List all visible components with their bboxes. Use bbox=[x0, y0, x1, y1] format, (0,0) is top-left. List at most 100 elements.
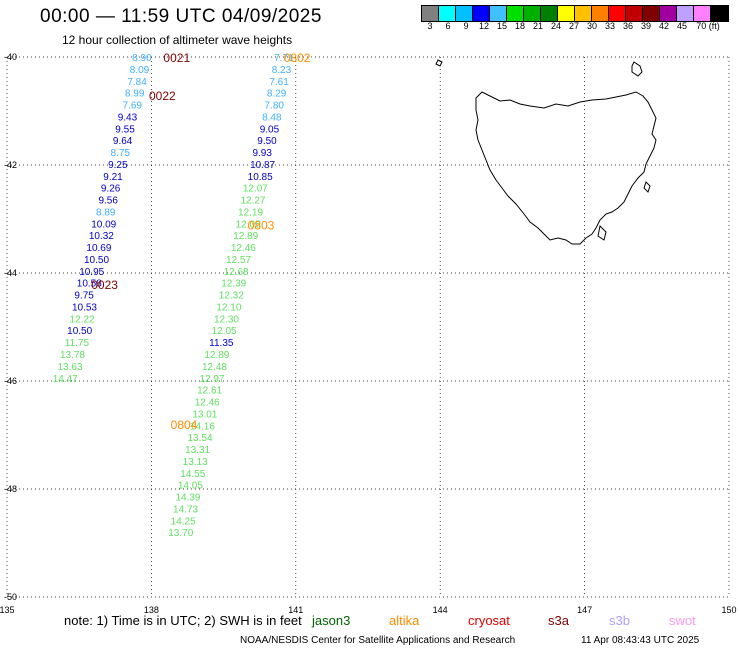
footer-note: note: 1) Time is in UTC; 2) SWH is in fe… bbox=[64, 613, 302, 628]
swh-value-label: 12.57 bbox=[226, 255, 251, 266]
longitude-label: 147 bbox=[577, 605, 592, 615]
swh-value-label: 9.25 bbox=[108, 160, 128, 171]
swh-colorbar bbox=[421, 5, 729, 22]
colorbar-label: 21 bbox=[532, 21, 543, 31]
swh-value-label: 14.47 bbox=[53, 374, 78, 385]
swh-value-label: 8.29 bbox=[267, 89, 287, 100]
latitude-label: -50 bbox=[4, 592, 17, 602]
credit-line: NOAA/NESDIS Center for Satellite Applica… bbox=[240, 635, 516, 646]
satellite-legend-item: s3a bbox=[548, 613, 569, 628]
pass-labels: 0021 0022 0023 0802 0803 0804 bbox=[91, 51, 311, 432]
swh-value-label: 12.39 bbox=[221, 279, 246, 290]
colorbar-label: 45 bbox=[676, 21, 687, 31]
colorbar-label: 39 bbox=[640, 21, 651, 31]
swh-value-label: 12.48 bbox=[202, 362, 227, 373]
swh-value-label: 14.55 bbox=[180, 469, 205, 480]
colorbar-swatch bbox=[507, 6, 524, 21]
latitude-label: -48 bbox=[4, 484, 17, 494]
swh-value-label: 14.16 bbox=[190, 421, 215, 432]
colorbar-label: 24 bbox=[550, 21, 561, 31]
swh-value-label: 12.05 bbox=[236, 219, 261, 230]
colorbar-label: 27 bbox=[568, 21, 579, 31]
swh-value-label: 12.61 bbox=[197, 386, 222, 397]
swh-value-label: 14.25 bbox=[171, 516, 196, 527]
swh-value-label: 9.55 bbox=[115, 124, 135, 135]
latitude-label: -46 bbox=[4, 376, 17, 386]
swh-value-label: 8.75 bbox=[110, 148, 130, 159]
pass-id-label: 0022 bbox=[149, 89, 176, 103]
island-flinders bbox=[631, 61, 643, 77]
colorbar-label: 33 bbox=[604, 21, 615, 31]
swh-value-label: 9.26 bbox=[101, 184, 121, 195]
swh-value-label: 12.22 bbox=[70, 314, 95, 325]
colorbar-swatch bbox=[524, 6, 541, 21]
pass-id-label: 0021 bbox=[163, 51, 190, 65]
swh-value-label: 10.87 bbox=[250, 160, 275, 171]
swh-value-label: 12.32 bbox=[219, 291, 244, 302]
swh-value-label: 10.09 bbox=[91, 219, 116, 230]
tasmania-outline bbox=[475, 91, 657, 245]
colorbar-swatch bbox=[473, 6, 490, 21]
swh-value-label: 11.75 bbox=[65, 338, 90, 349]
swh-value-label: 9.50 bbox=[257, 136, 277, 147]
island-maria bbox=[643, 181, 651, 193]
swh-value-label: 8.99 bbox=[125, 89, 145, 100]
longitude-label: 144 bbox=[433, 605, 448, 615]
swh-value-label: 10.32 bbox=[89, 231, 114, 242]
swh-value-label: 9.43 bbox=[118, 112, 138, 123]
map-header: 00:00 — 11:59 UTC 04/09/2025 12 hour col… bbox=[0, 0, 740, 52]
swh-value-label: 10.69 bbox=[86, 243, 111, 254]
colorbar-label: 3 bbox=[427, 21, 433, 31]
swh-value-label: 9.05 bbox=[260, 124, 280, 135]
swh-value-label: 13.31 bbox=[185, 445, 210, 456]
colorbar-swatch bbox=[694, 6, 711, 21]
colorbar-swatch bbox=[677, 6, 694, 21]
swh-value-label: 10.53 bbox=[72, 302, 97, 313]
latitude-label: -44 bbox=[4, 268, 17, 278]
swh-value-label: 10.58 bbox=[77, 279, 102, 290]
swh-value-label: 7.69 bbox=[123, 101, 143, 112]
swh-value-label: 11.35 bbox=[209, 338, 234, 349]
swh-value-label: 8.23 bbox=[272, 65, 292, 76]
longitude-label: 141 bbox=[288, 605, 303, 615]
swh-value-label: 12.68 bbox=[224, 267, 249, 278]
swh-value-label: 8.90 bbox=[132, 53, 152, 64]
island-king bbox=[435, 59, 443, 67]
colorbar-label: 12 bbox=[478, 21, 489, 31]
swh-value-label: 9.21 bbox=[103, 172, 123, 183]
swh-value-label: 12.05 bbox=[212, 326, 237, 337]
swh-value-label: 8.48 bbox=[262, 112, 282, 123]
map-axes: -40 -42 -44 -46 -48 -50 135 138 141 144 147 150 bbox=[0, 52, 737, 615]
map-subtitle: 12 hour collection of altimeter wave hei… bbox=[62, 33, 293, 47]
swh-value-label: 13.01 bbox=[192, 409, 217, 420]
swh-value-label: 13.54 bbox=[188, 433, 213, 444]
swh-value-label: 10.50 bbox=[84, 255, 109, 266]
colorbar-swatch bbox=[422, 6, 439, 21]
swh-value-label: 12.89 bbox=[233, 231, 258, 242]
swh-value-label: 9.75 bbox=[74, 291, 94, 302]
colorbar-swatch bbox=[558, 6, 575, 21]
longitude-label: 138 bbox=[144, 605, 159, 615]
satellite-legend-item: cryosat bbox=[468, 613, 510, 628]
colorbar-label: 36 bbox=[622, 21, 633, 31]
swh-value-label: 12.07 bbox=[243, 184, 268, 195]
swh-colorbar-labels: 3 6 9 12 15 18 21 24 27 30 33 36 39 42 45 70 (ft) bbox=[421, 21, 725, 31]
swh-value-label: 10.95 bbox=[79, 267, 104, 278]
swh-value-label: 12.89 bbox=[204, 350, 229, 361]
colorbar-swatch bbox=[660, 6, 677, 21]
pass-id-label: 0803 bbox=[248, 218, 275, 232]
swh-value-label: 13.63 bbox=[58, 362, 83, 373]
colorbar-label: 6 bbox=[445, 21, 451, 31]
satellite-legend-item: swot bbox=[669, 613, 696, 628]
swh-value-label: 7.84 bbox=[127, 77, 147, 88]
colorbar-swatch bbox=[439, 6, 456, 21]
swh-value-label: 7.71 bbox=[274, 53, 294, 64]
satellite-legend-item: altika bbox=[389, 613, 420, 628]
swh-value-label: 7.61 bbox=[269, 77, 289, 88]
swh-value-label: 13.13 bbox=[183, 457, 208, 468]
latitude-label: -42 bbox=[4, 160, 17, 170]
colorbar-label: 30 bbox=[586, 21, 597, 31]
swh-value-label: 12.30 bbox=[214, 314, 239, 325]
colorbar-label: 42 bbox=[658, 21, 669, 31]
